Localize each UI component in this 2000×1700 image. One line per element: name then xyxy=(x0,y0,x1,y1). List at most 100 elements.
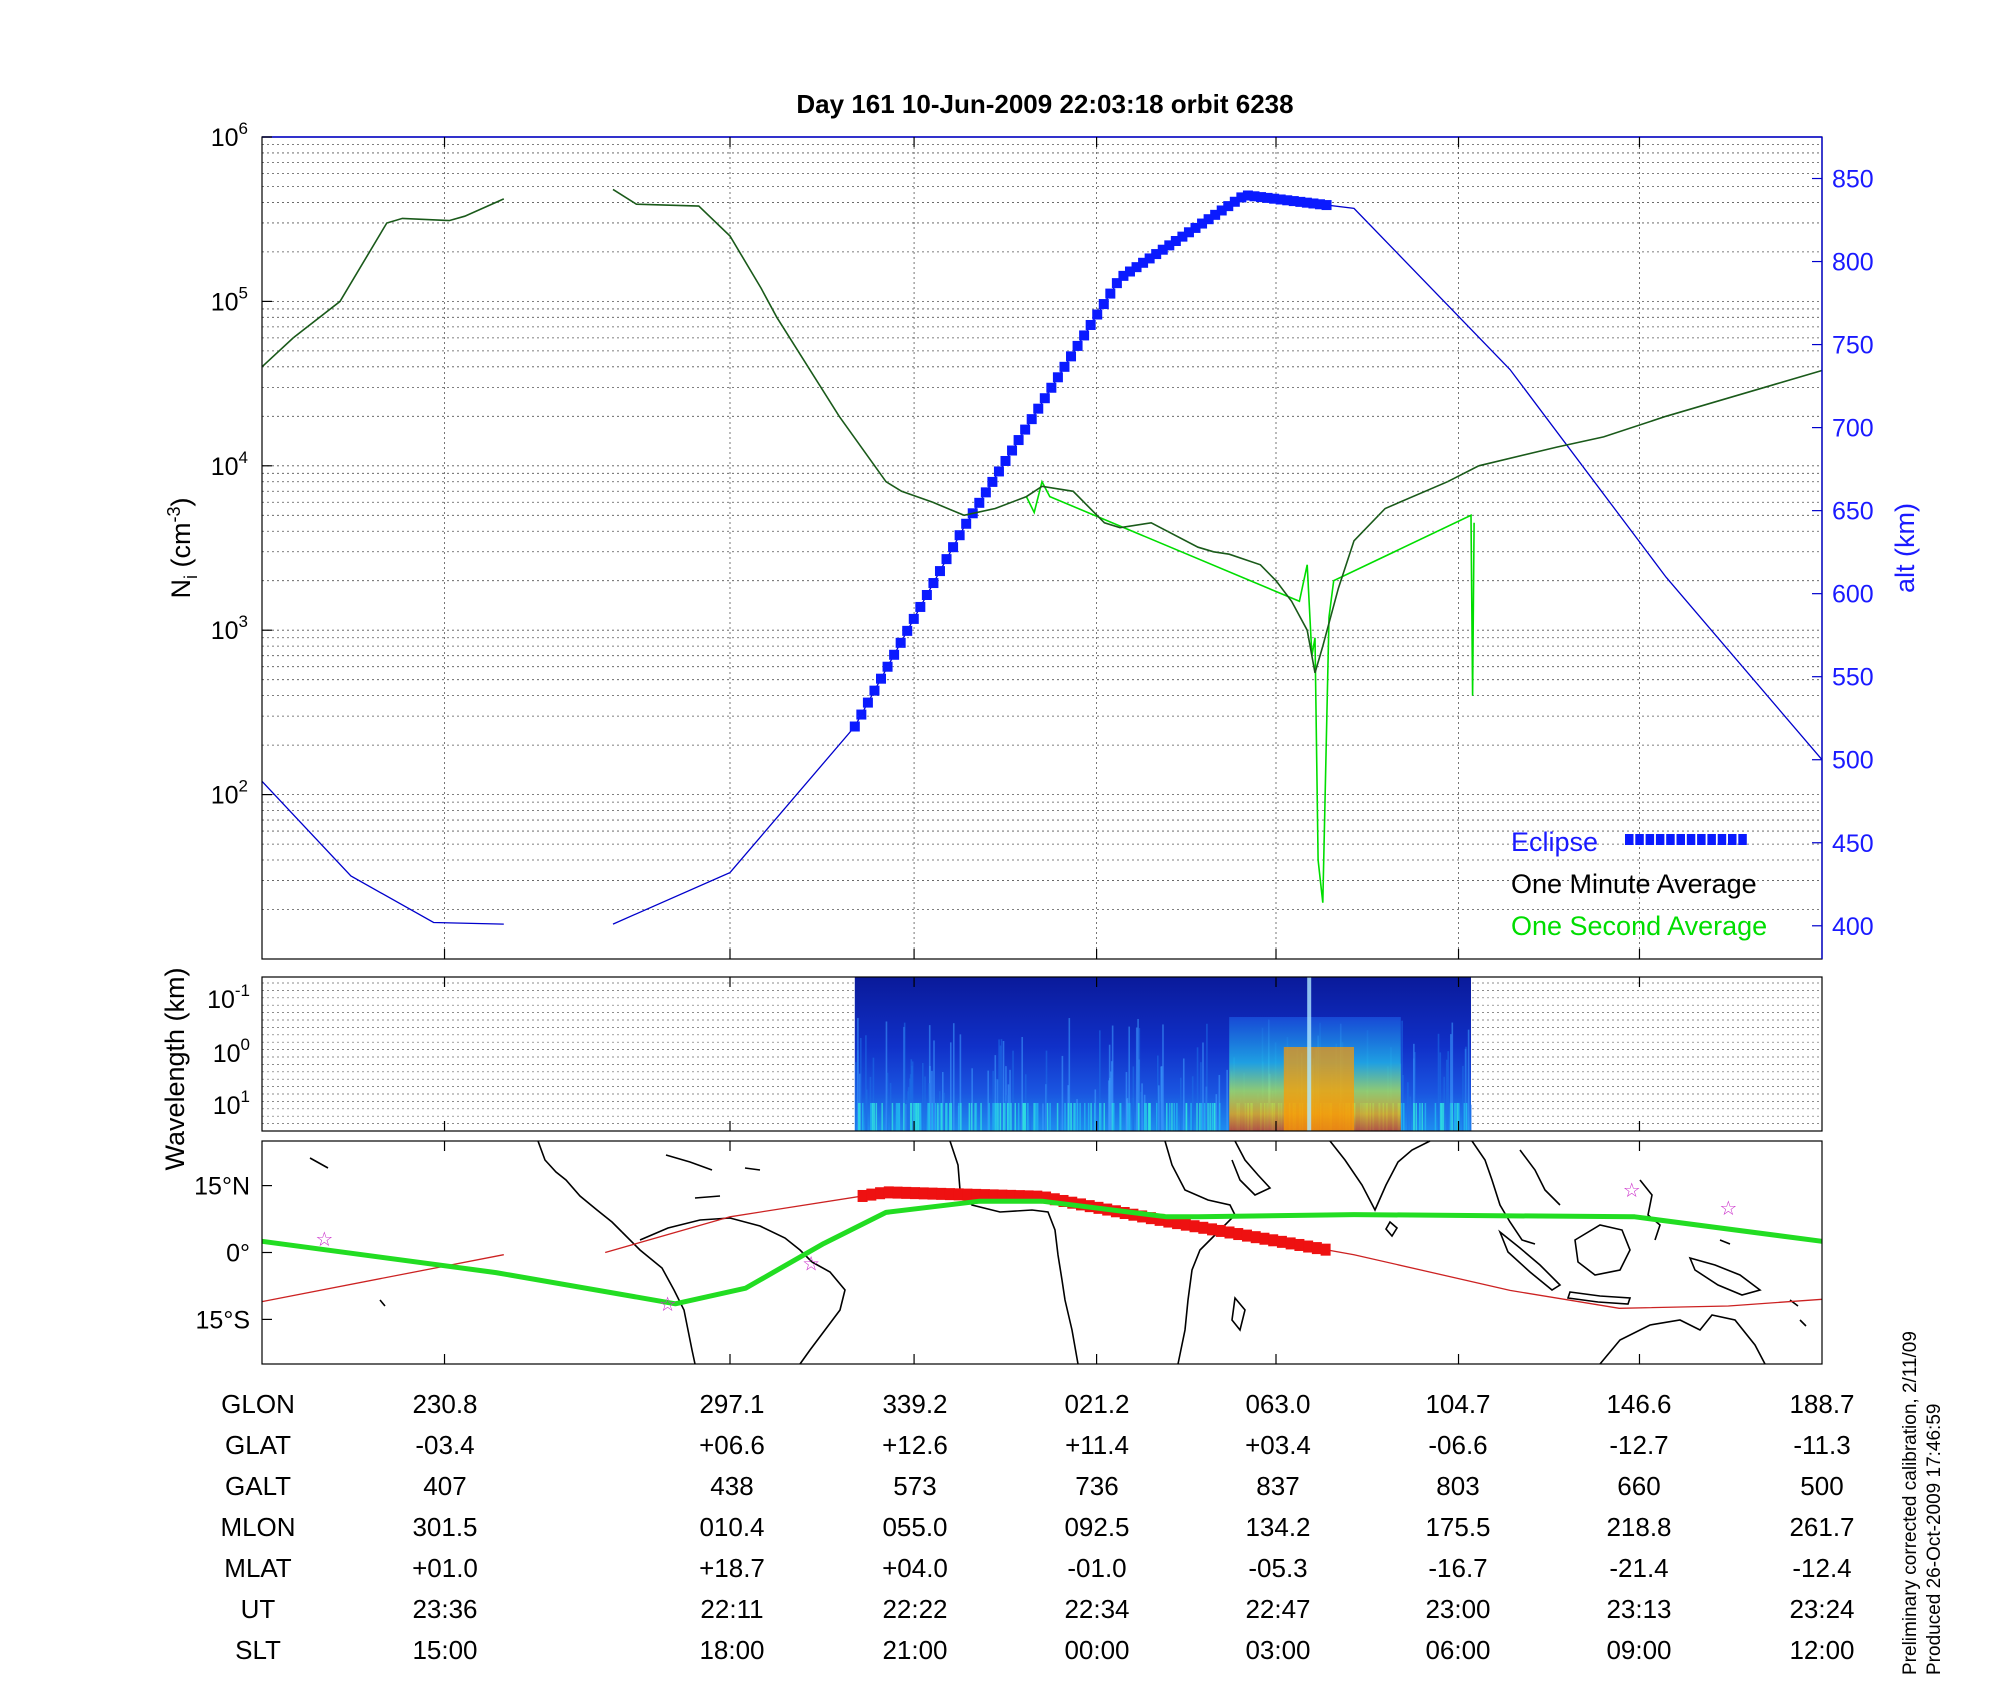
table-cell: 06:00 xyxy=(1425,1635,1490,1665)
eclipse-track-mark xyxy=(997,1189,1008,1202)
eclipse-mark xyxy=(889,649,900,660)
eclipse-track-mark xyxy=(944,1188,955,1201)
table-cell: 297.1 xyxy=(699,1389,764,1419)
spectrogram-lowband xyxy=(1014,1103,1017,1131)
density-plot-area xyxy=(262,137,1822,959)
station-stars: ☆ ☆ ☆ ☆ ☆ xyxy=(315,1178,1737,1316)
spectrogram-streak xyxy=(886,1072,889,1131)
spectrogram-lowband xyxy=(940,1103,943,1131)
spectrogram-streak xyxy=(854,1062,857,1131)
spectrogram-lowband xyxy=(1119,1103,1122,1131)
tick-base: 10 xyxy=(211,617,239,645)
spectrogram-lowband xyxy=(974,1103,976,1131)
legend-eclipse-square xyxy=(1686,834,1696,845)
ground-track-line xyxy=(261,1198,1823,1307)
spectrogram-lowband xyxy=(1190,1103,1192,1131)
spectrogram-streak xyxy=(1450,1034,1452,1131)
spectrogram-lowband xyxy=(1155,1103,1158,1131)
spectrogram-lowband xyxy=(913,1103,916,1131)
table-cell: 573 xyxy=(893,1471,936,1501)
eclipse-mark xyxy=(993,466,1004,477)
eclipse-track-mark xyxy=(1250,1231,1261,1244)
coastline-south-america-east xyxy=(799,1261,846,1365)
density-y-label-end: ) xyxy=(166,498,196,507)
spectrogram-lowband xyxy=(1421,1103,1423,1131)
coastline-south-america-north xyxy=(639,1217,813,1263)
spectrogram-streak xyxy=(1042,1103,1044,1131)
table-cell: 21:00 xyxy=(882,1635,947,1665)
spectrogram-streak xyxy=(1159,1101,1161,1131)
eclipse-track-mark xyxy=(1268,1234,1279,1247)
eclipse-track-mark xyxy=(875,1187,886,1200)
spectrogram-lowband xyxy=(1010,1103,1012,1131)
spectrogram-lowband xyxy=(1149,1103,1151,1131)
spectrogram-streak xyxy=(1437,1033,1440,1131)
coastline-central-america xyxy=(537,1140,623,1233)
spectrogram-streak xyxy=(1215,1094,1218,1131)
eclipse-mark xyxy=(1020,424,1031,435)
table-cell: -12.4 xyxy=(1792,1553,1851,1583)
spectrogram-lowband xyxy=(1138,1103,1140,1131)
density-y-label-main: N xyxy=(166,579,196,599)
table-cell: 500 xyxy=(1800,1471,1843,1501)
table-cell: 23:24 xyxy=(1789,1594,1854,1624)
spectrogram-streak xyxy=(971,1068,973,1131)
spectrogram-streak xyxy=(860,1037,862,1131)
legend-eclipse-square xyxy=(1635,834,1644,845)
spectrogram-lowband xyxy=(949,1103,951,1131)
spectrogram-lowband xyxy=(1046,1103,1049,1131)
eclipse-track-mark xyxy=(1233,1228,1244,1241)
spectrogram-lowband xyxy=(1100,1103,1102,1131)
table-cell: 146.6 xyxy=(1606,1389,1671,1419)
coastline-islands-west xyxy=(309,1157,386,1307)
eclipse-mark xyxy=(1105,288,1116,299)
spectrogram-lowband xyxy=(1434,1103,1437,1131)
spectrogram-streak xyxy=(1465,1046,1467,1131)
table-cell: 23:36 xyxy=(412,1594,477,1624)
legend-eclipse-label: Eclipse xyxy=(1511,827,1598,857)
spectrogram-lowband xyxy=(917,1103,920,1131)
eclipse-track-mark xyxy=(1189,1220,1200,1233)
table-cell: 803 xyxy=(1436,1471,1479,1501)
spectrogram-lowband xyxy=(1463,1103,1466,1131)
coastline-madagascar xyxy=(1231,1296,1246,1332)
eclipse-track-mark xyxy=(988,1189,999,1202)
eclipse-mark xyxy=(1183,227,1194,238)
coastline-philippines xyxy=(1639,1179,1661,1241)
spectrogram-streak xyxy=(905,1099,908,1131)
spectrogram-streak xyxy=(952,1023,955,1131)
eclipse-mark xyxy=(934,566,945,577)
eclipse-track-mark xyxy=(962,1188,973,1201)
table-cell: 22:47 xyxy=(1245,1594,1310,1624)
spectrogram-streak xyxy=(911,1061,914,1131)
altitude-y-tick-label: 750 xyxy=(1832,332,1874,360)
tick-base: 10 xyxy=(207,986,235,1014)
spectrogram-streak xyxy=(1110,1061,1113,1131)
eclipse-mark xyxy=(1308,198,1319,209)
legend-eclipse-square xyxy=(1707,834,1716,845)
eclipse-mark xyxy=(941,554,952,565)
spectrogram-lowband xyxy=(871,1103,873,1131)
map-y-ticks: 15°N 0° 15°S xyxy=(194,1173,272,1334)
tick-exponent: 0 xyxy=(241,1035,250,1054)
altitude-y-tick-label: 700 xyxy=(1832,415,1874,443)
spectrogram-streak xyxy=(1439,1052,1442,1131)
eclipse-mark xyxy=(915,601,926,612)
spectrogram-lowband xyxy=(1454,1103,1456,1131)
eclipse-mark xyxy=(856,709,867,720)
spectrogram-lowband xyxy=(1209,1103,1211,1131)
table-cell: 660 xyxy=(1617,1471,1660,1501)
spectrogram-streak xyxy=(1058,1103,1061,1131)
spectrogram-lowband xyxy=(1069,1103,1071,1131)
eclipse-mark xyxy=(895,637,906,648)
eclipse-mark xyxy=(1288,196,1299,207)
eclipse-track-mark xyxy=(971,1188,982,1201)
legend-eclipse-square xyxy=(1655,834,1665,845)
spectrogram-lowband xyxy=(968,1103,971,1131)
table-cell: +01.0 xyxy=(412,1553,478,1583)
spectrogram-lowband xyxy=(931,1103,933,1131)
eclipse-mark xyxy=(1256,192,1267,203)
spectrogram-lowband xyxy=(909,1103,912,1131)
spectrogram-lowband xyxy=(1017,1103,1020,1131)
eclipse-mark xyxy=(1000,455,1011,466)
